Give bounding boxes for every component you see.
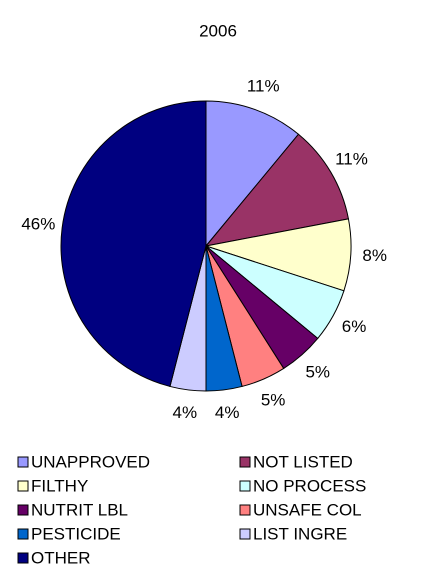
data-label: 5% <box>305 362 330 381</box>
chart-title: 2006 <box>199 21 237 40</box>
legend-swatch <box>239 528 251 540</box>
legend-swatch <box>17 504 29 516</box>
legend-swatch <box>17 456 29 468</box>
data-label: 8% <box>362 246 387 265</box>
legend-label: NOT LISTED <box>253 452 353 471</box>
legend-label: FILTHY <box>31 476 88 495</box>
legend-label: NUTRIT LBL <box>31 500 128 519</box>
pie-slice <box>60 100 207 388</box>
data-label: 4% <box>173 403 198 422</box>
data-label: 46% <box>21 214 55 233</box>
pie-slice <box>205 100 300 248</box>
legend-swatch <box>239 456 251 468</box>
data-label: 11% <box>335 149 368 168</box>
data-label: 6% <box>342 317 367 336</box>
legend-swatch <box>17 480 29 492</box>
legend-swatch <box>239 480 251 492</box>
legend-swatch <box>239 504 251 516</box>
data-label: 11% <box>247 76 280 95</box>
legend-label: LIST INGRE <box>253 524 347 543</box>
legend-label: OTHER <box>31 548 91 567</box>
legend-label: NO PROCESS <box>253 476 366 495</box>
pie-slice <box>204 133 350 247</box>
legend-label: UNAPPROVED <box>31 452 150 471</box>
legend-swatch <box>17 528 29 540</box>
data-label: 5% <box>261 391 286 410</box>
legend-label: PESTICIDE <box>31 524 121 543</box>
data-label: 4% <box>215 403 240 422</box>
legend-swatch <box>17 552 29 564</box>
legend-label: UNSAFE COL <box>253 500 362 519</box>
